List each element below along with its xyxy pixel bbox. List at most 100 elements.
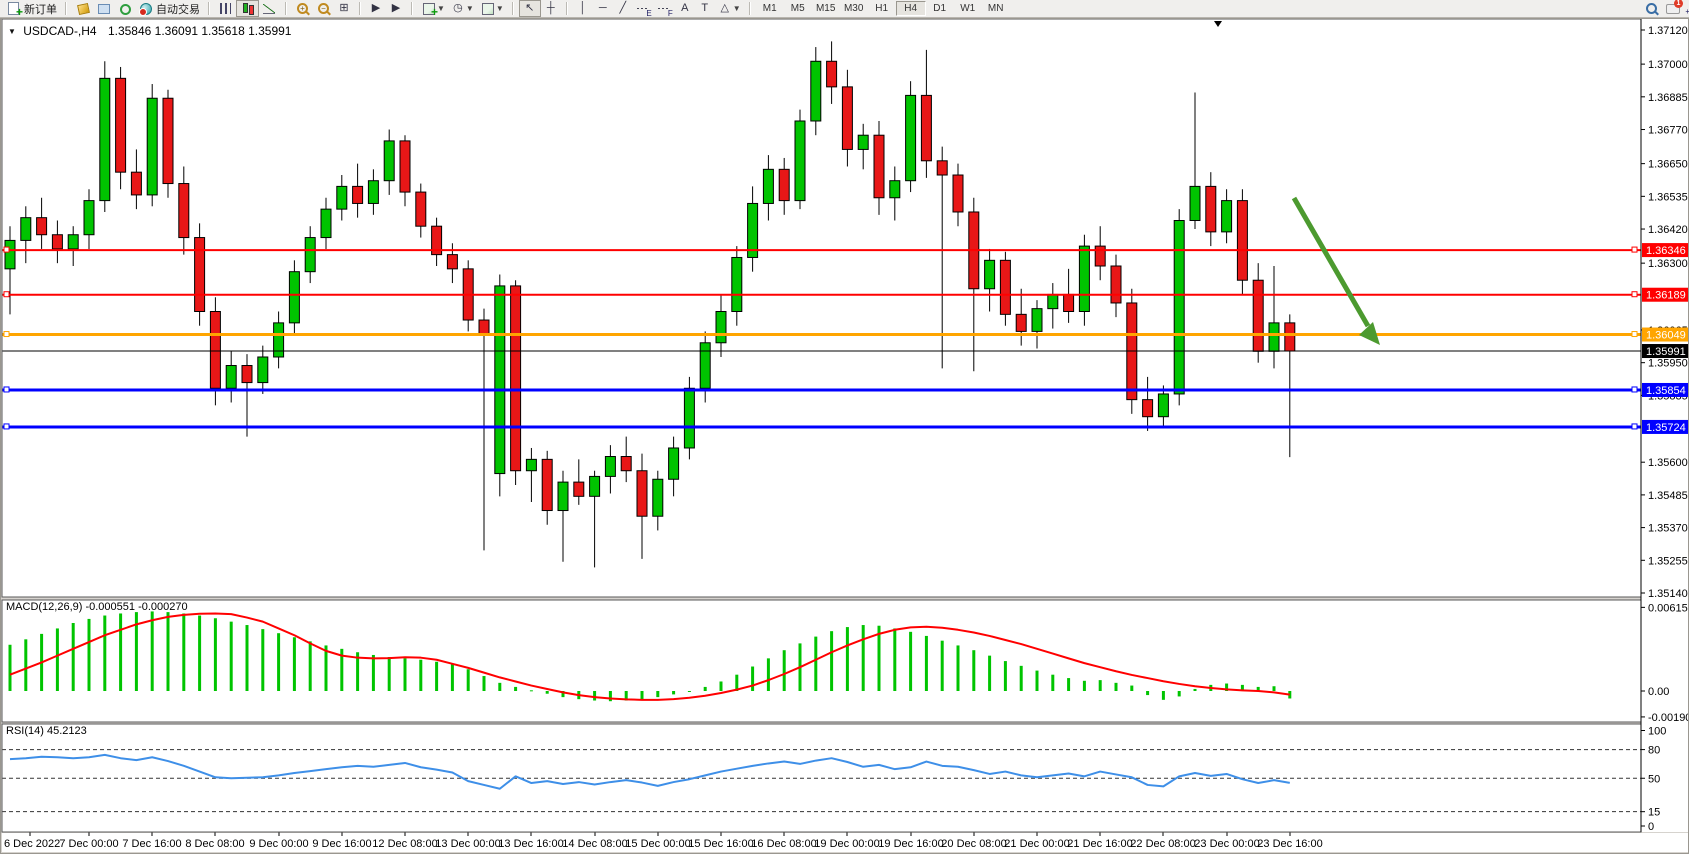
main-toolbar: + 新订单 自动交易 + − ⊞ ▶ ▶ +	[0, 0, 1689, 19]
candlestick-chart-button[interactable]	[236, 0, 259, 17]
macd-indicator-label: MACD(12,26,9) -0.000551 -0.000270	[6, 601, 188, 613]
svg-text:50: 50	[1648, 773, 1660, 785]
template-icon	[480, 1, 495, 16]
svg-text:13 Dec 00:00: 13 Dec 00:00	[435, 838, 500, 850]
timeframe-button-H4[interactable]: H4	[895, 1, 926, 16]
svg-text:1.35255: 1.35255	[1648, 555, 1688, 567]
svg-text:14 Dec 08:00: 14 Dec 08:00	[562, 838, 627, 850]
crosshair-icon: ┼	[546, 2, 555, 14]
autotrading-button[interactable]: 自动交易	[135, 1, 203, 16]
crosshair-tool-button[interactable]: ┼	[541, 1, 561, 16]
new-order-button[interactable]: + 新订单	[3, 1, 60, 19]
timeframe-button-D1[interactable]: D1	[933, 3, 947, 14]
timeframe-button-M1[interactable]: M1	[762, 3, 777, 14]
timeframe-toolbar: M1 M5 M15 M30 H1 H4 D1 W1 MN	[753, 0, 1013, 17]
cursor-tool-button[interactable]: ↖	[518, 0, 541, 17]
new-order-icon: +	[6, 1, 23, 19]
toolbar-separator	[565, 2, 568, 15]
horizontal-line-tool-button[interactable]: ─	[593, 1, 613, 16]
indicators-button[interactable]: + ▼	[418, 1, 448, 19]
chart-window: 1.37120 1.37000 1.36885 1.36770 1.36650 1.365…	[0, 18, 1689, 854]
channel-tool-button[interactable]: E	[633, 1, 654, 18]
auto-scroll-button[interactable]: ▶	[366, 1, 386, 16]
timeframe-button-H1[interactable]: H1	[875, 3, 889, 14]
autotrading-icon	[138, 1, 153, 16]
label-icon: T	[701, 2, 709, 14]
data-window-button[interactable]	[93, 1, 114, 16]
search-icon	[1644, 1, 1659, 16]
shapes-icon: △	[720, 2, 729, 14]
svg-text:100: 100	[1648, 726, 1666, 738]
macd-axis: 0.00615 0.00 -0.001906	[1641, 602, 1689, 724]
zoom-out-button[interactable]: −	[313, 1, 334, 16]
svg-text:1.36346: 1.36346	[1646, 245, 1686, 257]
svg-text:1.35600: 1.35600	[1648, 457, 1688, 469]
trendline-icon: ╱	[619, 2, 627, 14]
svg-text:1.35724: 1.35724	[1646, 422, 1686, 434]
clock-icon: ◷	[453, 2, 463, 14]
svg-text:7 Dec 00:00: 7 Dec 00:00	[59, 838, 118, 850]
toolbar-separator	[65, 2, 67, 15]
ohlc-values: 1.35846 1.36091 1.35618 1.35991	[107, 24, 292, 38]
down-arrow-annotation[interactable]	[1291, 196, 1371, 328]
signals-icon	[117, 1, 132, 16]
line-chart-button[interactable]	[259, 1, 280, 16]
tile-windows-button[interactable]: ⊞	[334, 1, 354, 16]
candlestick-chart-icon	[240, 1, 255, 16]
svg-text:7 Dec 16:00: 7 Dec 16:00	[122, 838, 181, 850]
cursor-icon: ↖	[525, 2, 535, 14]
svg-text:16 Dec 08:00: 16 Dec 08:00	[751, 838, 816, 850]
svg-text:-0.001906: -0.001906	[1648, 712, 1689, 724]
timeframe-button-M5[interactable]: M5	[790, 3, 805, 14]
autotrading-label: 自动交易	[156, 3, 200, 16]
one-click-trading-toggle-icon[interactable]: ▼	[8, 27, 16, 36]
svg-text:1.37120: 1.37120	[1648, 25, 1688, 37]
svg-text:23 Dec 00:00: 23 Dec 00:00	[1194, 838, 1259, 850]
toolbar-separator	[359, 2, 361, 15]
timeframe-button-MN[interactable]: MN	[987, 3, 1004, 14]
periods-button[interactable]: ◷ ▼	[448, 1, 477, 16]
zoom-out-icon: −	[316, 1, 331, 16]
candles-layer	[4, 41, 1296, 568]
label-tool-button[interactable]: T	[695, 1, 715, 16]
search-button[interactable]	[1641, 1, 1662, 16]
rsi-line	[9, 753, 1290, 790]
fibonacci-tool-button[interactable]: F	[654, 1, 675, 18]
timeframe-button-M30[interactable]: M30	[843, 3, 864, 14]
timeframe-button-M15[interactable]: M15	[815, 3, 836, 14]
zoom-in-button[interactable]: +	[292, 1, 313, 16]
svg-text:20 Dec 08:00: 20 Dec 08:00	[941, 838, 1006, 850]
shapes-tool-button[interactable]: △ ▼	[715, 1, 744, 16]
time-axis[interactable]: 6 Dec 2022 7 Dec 00:00 7 Dec 16:00 8 Dec 08…	[4, 832, 1323, 850]
svg-text:9 Dec 00:00: 9 Dec 00:00	[249, 838, 308, 850]
text-tool-button[interactable]: A	[675, 1, 695, 16]
svg-text:1.36049: 1.36049	[1646, 330, 1686, 342]
trendline-tool-button[interactable]: ╱	[613, 1, 633, 16]
svg-text:15: 15	[1648, 807, 1660, 819]
bar-chart-button[interactable]	[215, 1, 236, 16]
svg-text:1.35950: 1.35950	[1648, 358, 1688, 370]
svg-text:15 Dec 16:00: 15 Dec 16:00	[688, 838, 753, 850]
chart-shift-marker-icon[interactable]	[1214, 21, 1222, 27]
templates-button[interactable]: ▼	[477, 1, 507, 16]
chart-shift-button[interactable]: ▶ +	[386, 1, 1689, 16]
signals-button[interactable]	[114, 1, 135, 16]
timeframe-button-W1[interactable]: W1	[960, 3, 976, 14]
svg-text:12 Dec 08:00: 12 Dec 08:00	[372, 838, 437, 850]
symbol-period-label: USDCAD-,H4	[23, 24, 97, 38]
svg-text:21 Dec 16:00: 21 Dec 16:00	[1067, 838, 1132, 850]
line-chart-icon	[262, 1, 277, 16]
vertical-line-tool-button[interactable]: │	[573, 1, 593, 16]
svg-text:19 Dec 00:00: 19 Dec 00:00	[814, 838, 879, 850]
svg-text:23 Dec 16:00: 23 Dec 16:00	[1257, 838, 1322, 850]
svg-text:1.36885: 1.36885	[1648, 92, 1688, 104]
notifications-button[interactable]: 1	[1662, 0, 1683, 16]
down-arrow-head	[1359, 322, 1380, 345]
chart-title: ▼ USDCAD-,H4 1.35846 1.36091 1.35618 1.3…	[8, 24, 291, 38]
auto-scroll-icon: ▶	[371, 2, 381, 14]
indicators-icon: +	[421, 1, 438, 19]
chart-shift-icon: ▶ +	[391, 2, 1689, 16]
svg-text:6 Dec 2022: 6 Dec 2022	[4, 838, 60, 850]
